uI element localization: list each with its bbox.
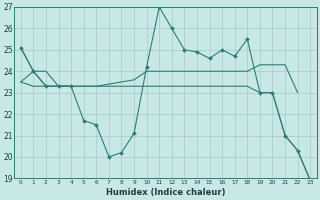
X-axis label: Humidex (Indice chaleur): Humidex (Indice chaleur) — [106, 188, 225, 197]
